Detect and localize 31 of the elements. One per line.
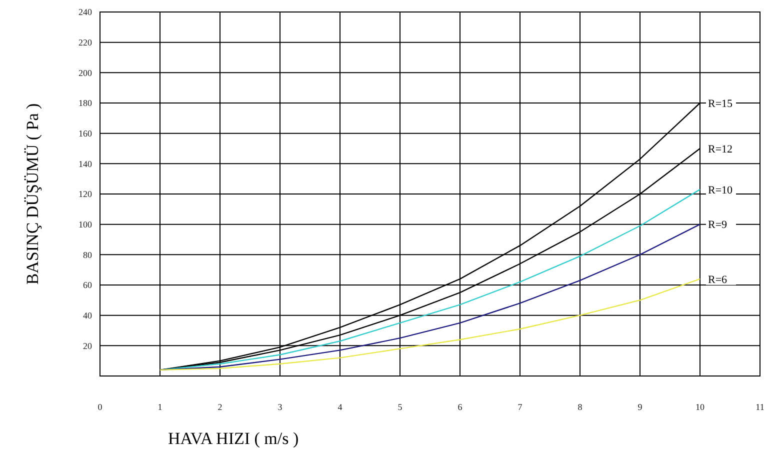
y-tick-label: 40 [83, 310, 92, 320]
y-axis-title: BASINÇ DÜŞÜMÜ ( Pa ) [23, 103, 42, 285]
y-tick-label: 80 [83, 250, 92, 260]
x-tick-label: 11 [756, 402, 764, 412]
x-tick-label: 0 [98, 402, 103, 412]
x-tick-label: 1 [158, 402, 162, 412]
x-tick-label: 4 [338, 402, 343, 412]
x-tick-label: 9 [638, 402, 643, 412]
y-tick-label: 60 [83, 280, 92, 290]
x-axis-title: HAVA HIZI ( m/s ) [168, 429, 299, 448]
x-tick-label: 6 [458, 402, 463, 412]
series-label: R=10 [708, 184, 734, 196]
series-label: R=15 [708, 98, 734, 110]
x-tick-label: 3 [278, 402, 283, 412]
series-label: R=12 [708, 143, 733, 156]
series-label: R=6 [708, 274, 728, 286]
y-tick-label: 220 [78, 37, 92, 48]
y-tick-label: 180 [78, 98, 92, 108]
series-label: R=9 [708, 219, 728, 232]
y-tick-label: 140 [78, 158, 92, 169]
y-tick-label: 240 [78, 7, 92, 18]
y-tick-label: 200 [78, 68, 92, 78]
y-tick-label: 160 [78, 128, 92, 138]
x-tick-label: 10 [696, 402, 705, 412]
y-tick-label: 120 [78, 189, 92, 200]
x-tick-label: 8 [578, 402, 583, 412]
y-tick-label: 20 [83, 340, 92, 351]
x-tick-label: 2 [218, 402, 222, 412]
x-tick-label: 7 [518, 402, 523, 412]
x-tick-label: 5 [398, 402, 403, 412]
y-tick-label: 100 [78, 219, 92, 230]
